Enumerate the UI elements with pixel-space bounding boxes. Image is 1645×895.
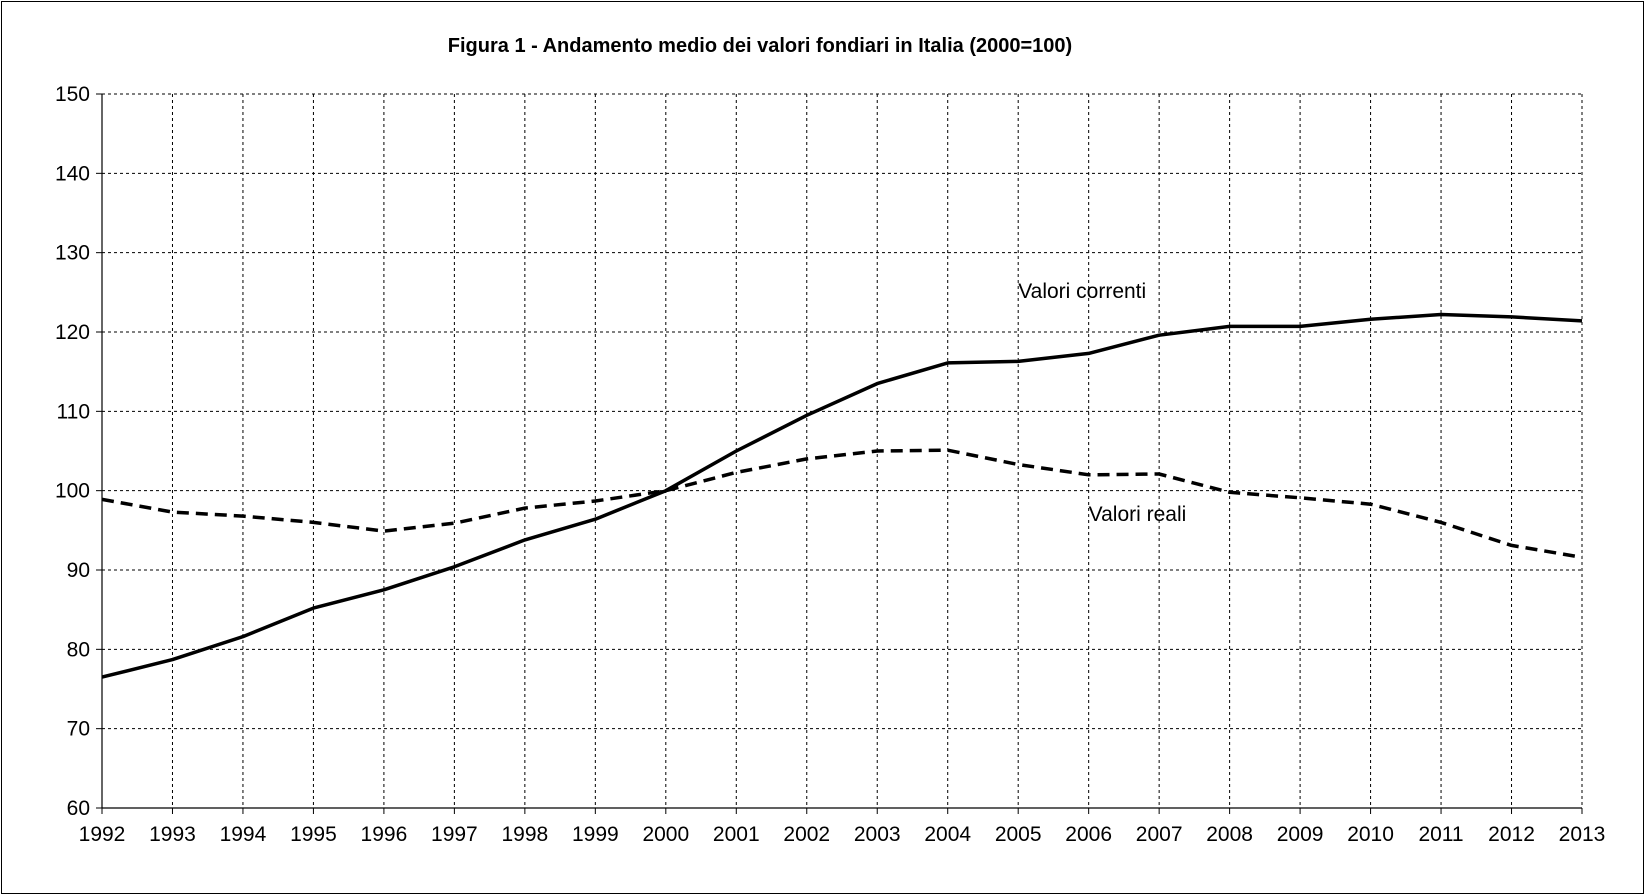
x-tick-label: 1993 (149, 823, 196, 846)
y-tick-label: 70 (67, 718, 90, 741)
grid (102, 93, 1583, 808)
x-tick-label: 2002 (783, 823, 830, 846)
x-tick-label: 1995 (290, 823, 337, 846)
y-tick-label: 120 (55, 321, 90, 344)
y-tick-label: 60 (67, 797, 90, 820)
x-tick-label: 1999 (572, 823, 619, 846)
x-tick-label: 2005 (995, 823, 1042, 846)
x-tick-label: 2004 (924, 823, 971, 846)
y-tick-label: 90 (67, 559, 90, 582)
x-tick-label: 2013 (1559, 823, 1606, 846)
x-tick-label: 1998 (501, 823, 548, 846)
x-tick-label: 2008 (1206, 823, 1253, 846)
x-tick-label: 2012 (1488, 823, 1535, 846)
x-tick-label: 2003 (854, 823, 901, 846)
series-annotation: Valori reali (1089, 503, 1187, 526)
y-tick-label: 100 (55, 480, 90, 503)
x-tick-label: 1997 (431, 823, 478, 846)
series-line-valori-correnti (101, 312, 1583, 679)
x-tick-label: 2007 (1136, 823, 1183, 846)
series-annotation: Valori correnti (1018, 280, 1146, 303)
x-tick-label: 2006 (1065, 823, 1112, 846)
y-tick-label: 80 (67, 638, 90, 661)
x-tick-label: 2011 (1418, 823, 1463, 846)
y-tick-label: 110 (57, 400, 90, 423)
series-lines (101, 312, 1583, 679)
series-line-valori-reali (101, 448, 1583, 560)
series-annotations: Valori correnti Valori reali (1018, 280, 1186, 526)
x-tick-label: 1996 (361, 823, 408, 846)
x-tick-label: 2010 (1347, 823, 1394, 846)
x-tick-label: 1992 (79, 823, 126, 846)
x-tick-label: 1994 (220, 823, 267, 846)
chart-title: Figura 1 - Andamento medio dei valori fo… (448, 35, 1072, 57)
y-tick-label: 150 (55, 83, 90, 106)
x-tick-label: 2009 (1277, 823, 1324, 846)
x-tick-label: 2001 (713, 823, 760, 846)
y-tick-label: 130 (55, 242, 90, 265)
x-tick-label: 2000 (642, 823, 689, 846)
y-tick-label: 140 (55, 162, 90, 185)
axes: 60 70 80 90 100 110 120 130 140 150 1992 1993 1994 19… (55, 83, 1605, 846)
